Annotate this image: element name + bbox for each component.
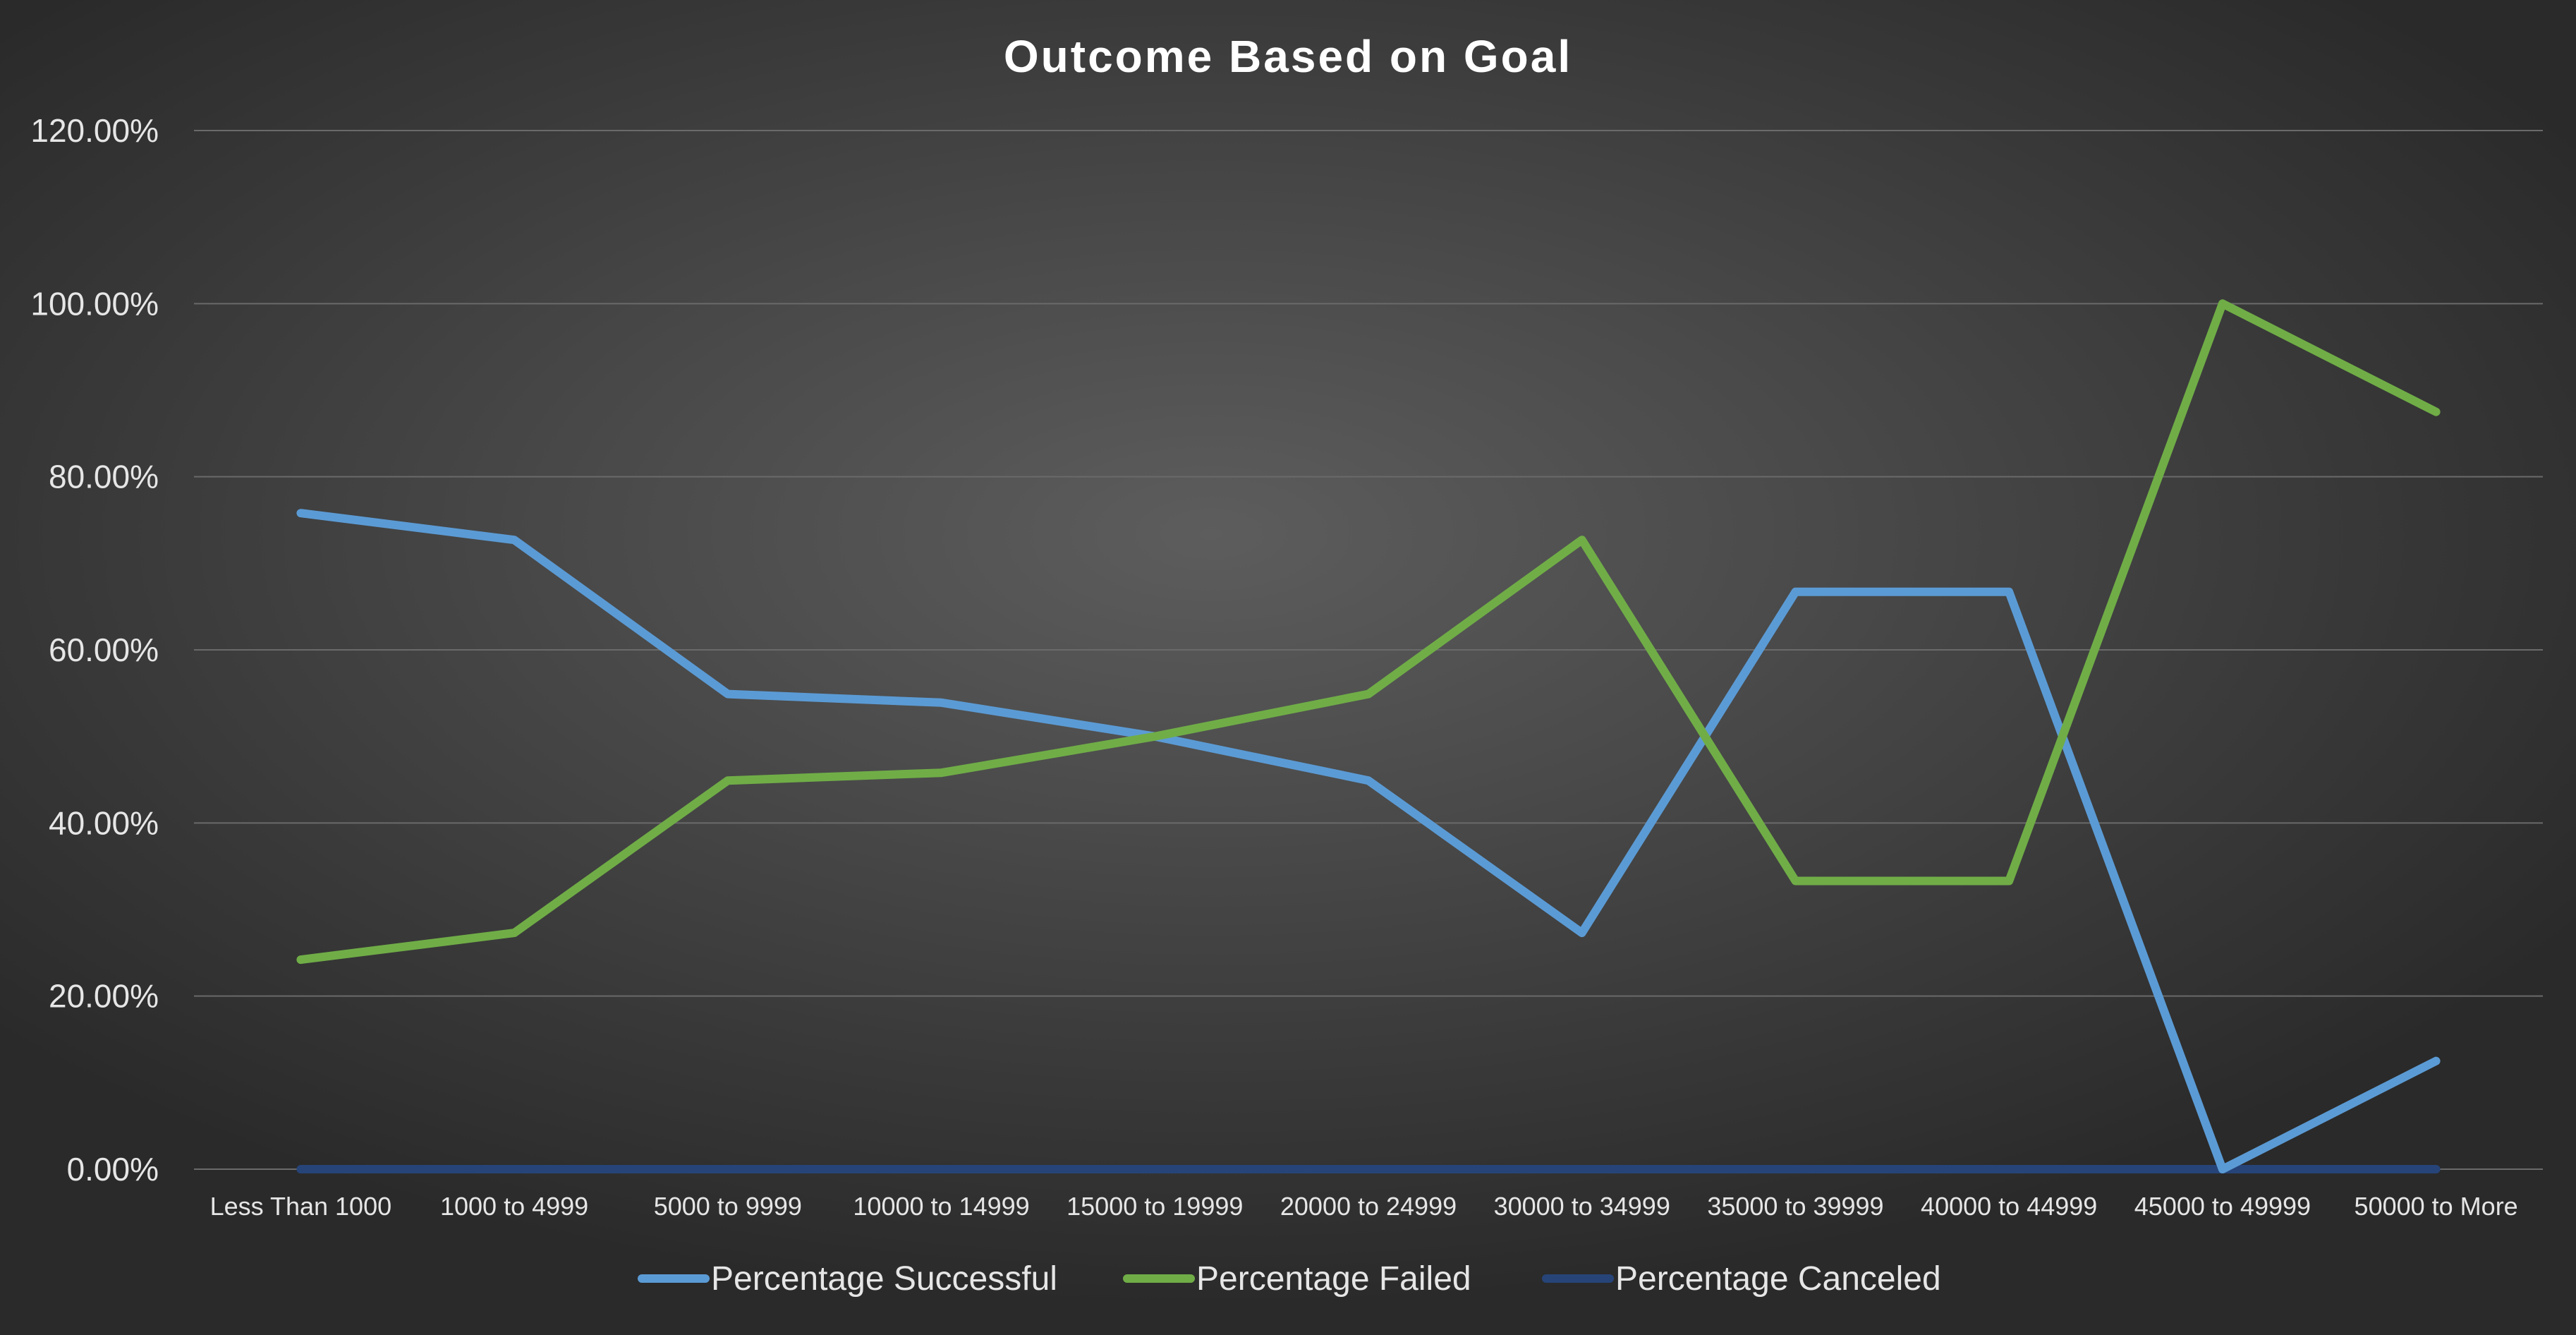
x-tick-label: 45000 to 49999 (2134, 1192, 2311, 1221)
x-tick-label: 50000 to More (2355, 1192, 2518, 1221)
gridlines (194, 130, 2543, 1170)
y-tick-label: 40.00% (49, 804, 159, 841)
legend: Percentage Successful Percentage Failed Pe… (638, 1260, 1941, 1298)
legend-label: Percentage Canceled (1615, 1260, 1941, 1298)
y-axis-tick-labels: 0.00% 20.00% 40.00% 60.00% 80.00% 100.00% 120.… (30, 112, 159, 1188)
x-tick-label: 1000 to 4999 (440, 1192, 588, 1221)
series-line-percentage-failed (296, 299, 2441, 965)
legend-item: Percentage Successful (638, 1260, 1057, 1298)
y-tick-label: 120.00% (30, 112, 159, 149)
series-line-percentage-successful (296, 509, 2441, 1173)
legend-label: Percentage Successful (711, 1260, 1057, 1298)
chart-title: Outcome Based on Goal (1004, 31, 1572, 82)
legend-label: Percentage Failed (1196, 1260, 1471, 1298)
x-tick-label: 35000 to 39999 (1707, 1192, 1883, 1221)
y-tick-label: 60.00% (49, 632, 159, 668)
x-tick-label: 15000 to 19999 (1067, 1192, 1243, 1221)
x-axis-tick-labels: Less Than 1000 1000 to 4999 5000 to 9999 10… (210, 1192, 2518, 1221)
series-lines (296, 299, 2441, 1173)
x-tick-label: 40000 to 44999 (1921, 1192, 2097, 1221)
y-tick-label: 80.00% (49, 459, 159, 495)
legend-item: Percentage Failed (1123, 1260, 1471, 1298)
x-tick-label: 30000 to 34999 (1494, 1192, 1670, 1221)
legend-item: Percentage Canceled (1542, 1260, 1941, 1298)
x-tick-label: 10000 to 14999 (853, 1192, 1029, 1221)
y-tick-label: 20.00% (49, 978, 159, 1015)
x-tick-label: 5000 to 9999 (654, 1192, 802, 1221)
x-tick-label: Less Than 1000 (210, 1192, 392, 1221)
y-tick-label: 100.00% (30, 285, 159, 322)
y-tick-label: 0.00% (67, 1151, 159, 1188)
x-tick-label: 20000 to 24999 (1280, 1192, 1457, 1221)
